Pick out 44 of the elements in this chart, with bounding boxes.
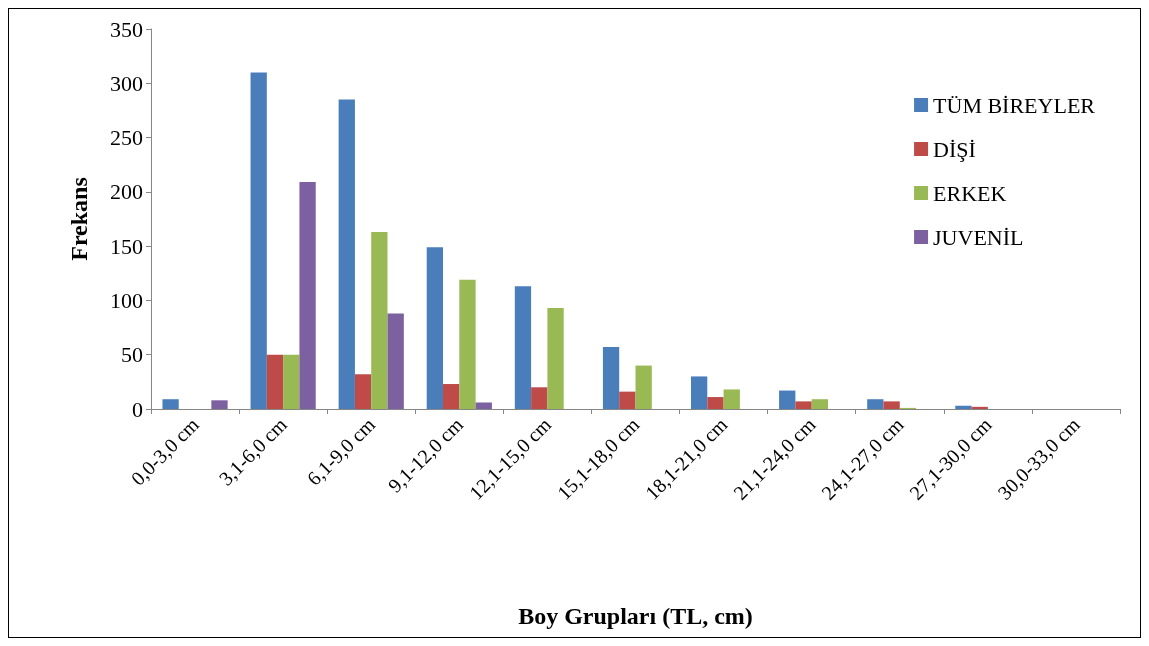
bar <box>371 232 388 409</box>
x-axis-title: Boy Grupları (TL, cm) <box>518 603 753 629</box>
bar <box>211 400 228 409</box>
bar <box>691 376 708 409</box>
bar <box>883 401 900 409</box>
bar <box>514 286 532 409</box>
bar <box>250 72 267 409</box>
y-tick-label: 50 <box>121 342 143 368</box>
bar <box>707 397 724 409</box>
bar <box>955 405 972 409</box>
legend-label: DİŞİ <box>933 136 976 162</box>
legend-label: JUVENİL <box>933 224 1024 250</box>
bar <box>619 391 636 409</box>
y-tick-label: 350 <box>110 16 143 42</box>
bar <box>354 374 372 409</box>
bar <box>547 308 564 409</box>
bar <box>867 399 884 409</box>
bar <box>459 279 476 409</box>
bar <box>531 387 548 409</box>
bar <box>299 182 316 409</box>
bar <box>426 247 444 409</box>
y-tick-label: 0 <box>132 396 143 422</box>
legend-label: ERKEK <box>933 180 1007 206</box>
bar <box>779 390 796 409</box>
bar <box>602 347 620 409</box>
bar <box>635 365 652 409</box>
bar <box>283 354 300 409</box>
y-tick-label: 100 <box>110 287 143 313</box>
y-tick-label: 250 <box>110 125 143 151</box>
bar <box>443 384 460 409</box>
bar <box>475 402 492 409</box>
bar <box>971 406 988 409</box>
bar <box>338 99 355 409</box>
bar <box>723 389 740 409</box>
y-tick-label: 300 <box>110 70 143 96</box>
y-tick-label: 150 <box>110 233 143 259</box>
y-axis-title: Frekans <box>66 177 92 261</box>
legend-label: TÜM BİREYLER <box>933 92 1096 118</box>
bar <box>266 354 284 409</box>
bar <box>162 399 179 409</box>
bar <box>811 399 828 409</box>
bar <box>795 401 812 409</box>
bar <box>387 313 404 409</box>
y-tick-label: 200 <box>110 179 143 205</box>
